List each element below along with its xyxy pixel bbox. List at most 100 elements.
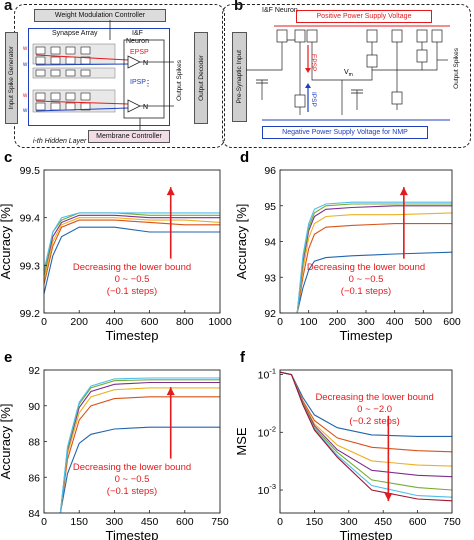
synapse-array-diagram: EPSP IPSP N N xyxy=(22,20,175,132)
panel-letter-d: d xyxy=(240,149,249,166)
transistor xyxy=(416,49,428,63)
synapse-cell xyxy=(35,102,46,111)
annotation-text: Decreasing the lower bound xyxy=(73,462,191,473)
synapse-cell xyxy=(80,69,91,77)
neuron-title: I&F Neuron xyxy=(126,30,149,46)
y-tick-label: 10-3 xyxy=(258,482,276,497)
series-line-1 xyxy=(59,426,220,514)
x-tick-label: 400 xyxy=(386,316,404,328)
x-tick-label: 300 xyxy=(106,516,124,528)
x-tick-label: 400 xyxy=(106,316,124,328)
x-tick-label: 450 xyxy=(141,516,159,528)
panel-letter-f: f xyxy=(240,349,246,366)
epsp-text: EPSP xyxy=(130,49,149,56)
annotation-arrowhead xyxy=(399,187,408,196)
synapse-cell xyxy=(65,69,76,77)
y-axis-label: Accuracy [%] xyxy=(0,404,13,480)
y-tick-label: 94 xyxy=(264,237,276,249)
synapse-cell xyxy=(65,92,76,101)
series-line-1 xyxy=(43,226,220,295)
series-line-2 xyxy=(296,223,452,314)
epsp-line xyxy=(35,100,129,105)
y-tick-label: 88 xyxy=(28,437,40,449)
membrane-controller-label: Membrane Controller xyxy=(96,133,162,140)
chart-c: c 0 200 400 600 800 1000 99.2 99.3 99.4 99.5 Timest… xyxy=(0,149,232,343)
transistor xyxy=(431,29,443,43)
x-tick-label: 800 xyxy=(176,316,194,328)
neuron-circuit: EPSP IPSP Vm xyxy=(246,25,450,121)
vm-label: Vm xyxy=(344,69,353,78)
pre-synaptic-input-box: Pre-Synaptic Input xyxy=(232,32,247,122)
weight-label: w xyxy=(22,62,28,68)
neuron-column-frame xyxy=(123,39,165,119)
transistor xyxy=(391,91,403,105)
synapse-cell xyxy=(50,69,61,77)
plot-frame xyxy=(43,169,221,314)
chart-d: d 0 100 200 300 400 500 600 92 93 94 95 96 Timestep Ac… xyxy=(234,149,461,343)
y-tick-label: 96 xyxy=(264,165,276,177)
synapse-cell xyxy=(65,56,76,65)
x-axis-label: Timestep xyxy=(340,528,393,540)
synapse-cell xyxy=(80,92,91,101)
panel-letter-c: c xyxy=(4,149,12,166)
neuron-column: N N ⋮ xyxy=(123,39,175,119)
series-line-6 xyxy=(296,201,452,314)
input-spike-generator-box: Input Spike Generator xyxy=(5,32,18,124)
annotation-arrowhead xyxy=(166,387,175,396)
annotation-text: Decreasing the lower bound xyxy=(307,262,425,273)
transistor xyxy=(416,29,428,43)
x-tick-label: 600 xyxy=(141,316,159,328)
y-tick-label: 84 xyxy=(28,508,40,520)
annotation-arrowhead xyxy=(166,187,175,196)
synapse-cell xyxy=(50,56,61,65)
y-tick-label: 95 xyxy=(264,201,276,213)
x-tick-label: 750 xyxy=(211,516,229,528)
y-tick-label: 99.5 xyxy=(20,165,41,177)
synapse-cell xyxy=(65,102,76,111)
vm-sub: m xyxy=(349,72,353,78)
x-tick-label: 300 xyxy=(357,316,375,328)
synapse-cell xyxy=(50,102,61,111)
hidden-layer-box xyxy=(28,28,170,126)
y-axis-label: Accuracy [%] xyxy=(234,204,249,280)
x-tick-label: 600 xyxy=(443,316,461,328)
y-axis-label: MSE xyxy=(234,427,249,456)
ipsp-text: IPSP xyxy=(130,79,146,86)
wire xyxy=(422,30,438,71)
y-tick-label: 92 xyxy=(28,365,40,377)
hidden-layer-label: i-th Hidden Layer xyxy=(33,138,87,145)
synapse-array-label: Synapse Array xyxy=(52,30,98,37)
series-line-4 xyxy=(296,205,452,314)
x-tick-label: 0 xyxy=(41,316,47,328)
transistor xyxy=(366,54,378,68)
x-tick-label: 600 xyxy=(409,516,427,528)
neuron-b-title: I&F Neuron xyxy=(262,7,298,14)
x-tick-label: 450 xyxy=(374,516,392,528)
transistor xyxy=(276,29,288,43)
neuron-n-label: N xyxy=(143,60,148,67)
x-tick-label: 200 xyxy=(70,316,88,328)
output-spikes-a-label: Output Spikes xyxy=(175,59,183,101)
plot-frame xyxy=(279,369,453,514)
epsp-b-text: EPSP xyxy=(310,54,317,71)
synapse-group-bottom xyxy=(32,89,129,113)
vm-main: V xyxy=(344,69,349,76)
neuron-n-label: N xyxy=(143,104,148,111)
synapse-cell xyxy=(50,46,61,55)
series-line-7 xyxy=(279,371,453,502)
x-tick-label: 150 xyxy=(306,516,324,528)
transistor xyxy=(391,29,403,43)
y-tick-label: 90 xyxy=(28,401,40,413)
panel-letter-b: b xyxy=(234,0,244,14)
y-axis-label: Accuracy [%] xyxy=(0,204,13,280)
x-axis-label: Timestep xyxy=(106,328,159,343)
series-line-6 xyxy=(59,377,220,514)
transistor xyxy=(366,29,378,43)
y-tick-label: 93 xyxy=(264,272,276,284)
x-tick-label: 0 xyxy=(41,516,47,528)
x-tick-label: 0 xyxy=(277,316,283,328)
wire xyxy=(282,39,301,90)
y-tick-label: 99.4 xyxy=(20,213,41,225)
negative-supply-label: Negative Power Supply Voltage for NMP xyxy=(282,129,408,136)
y-tick-label: 99.3 xyxy=(20,260,41,272)
